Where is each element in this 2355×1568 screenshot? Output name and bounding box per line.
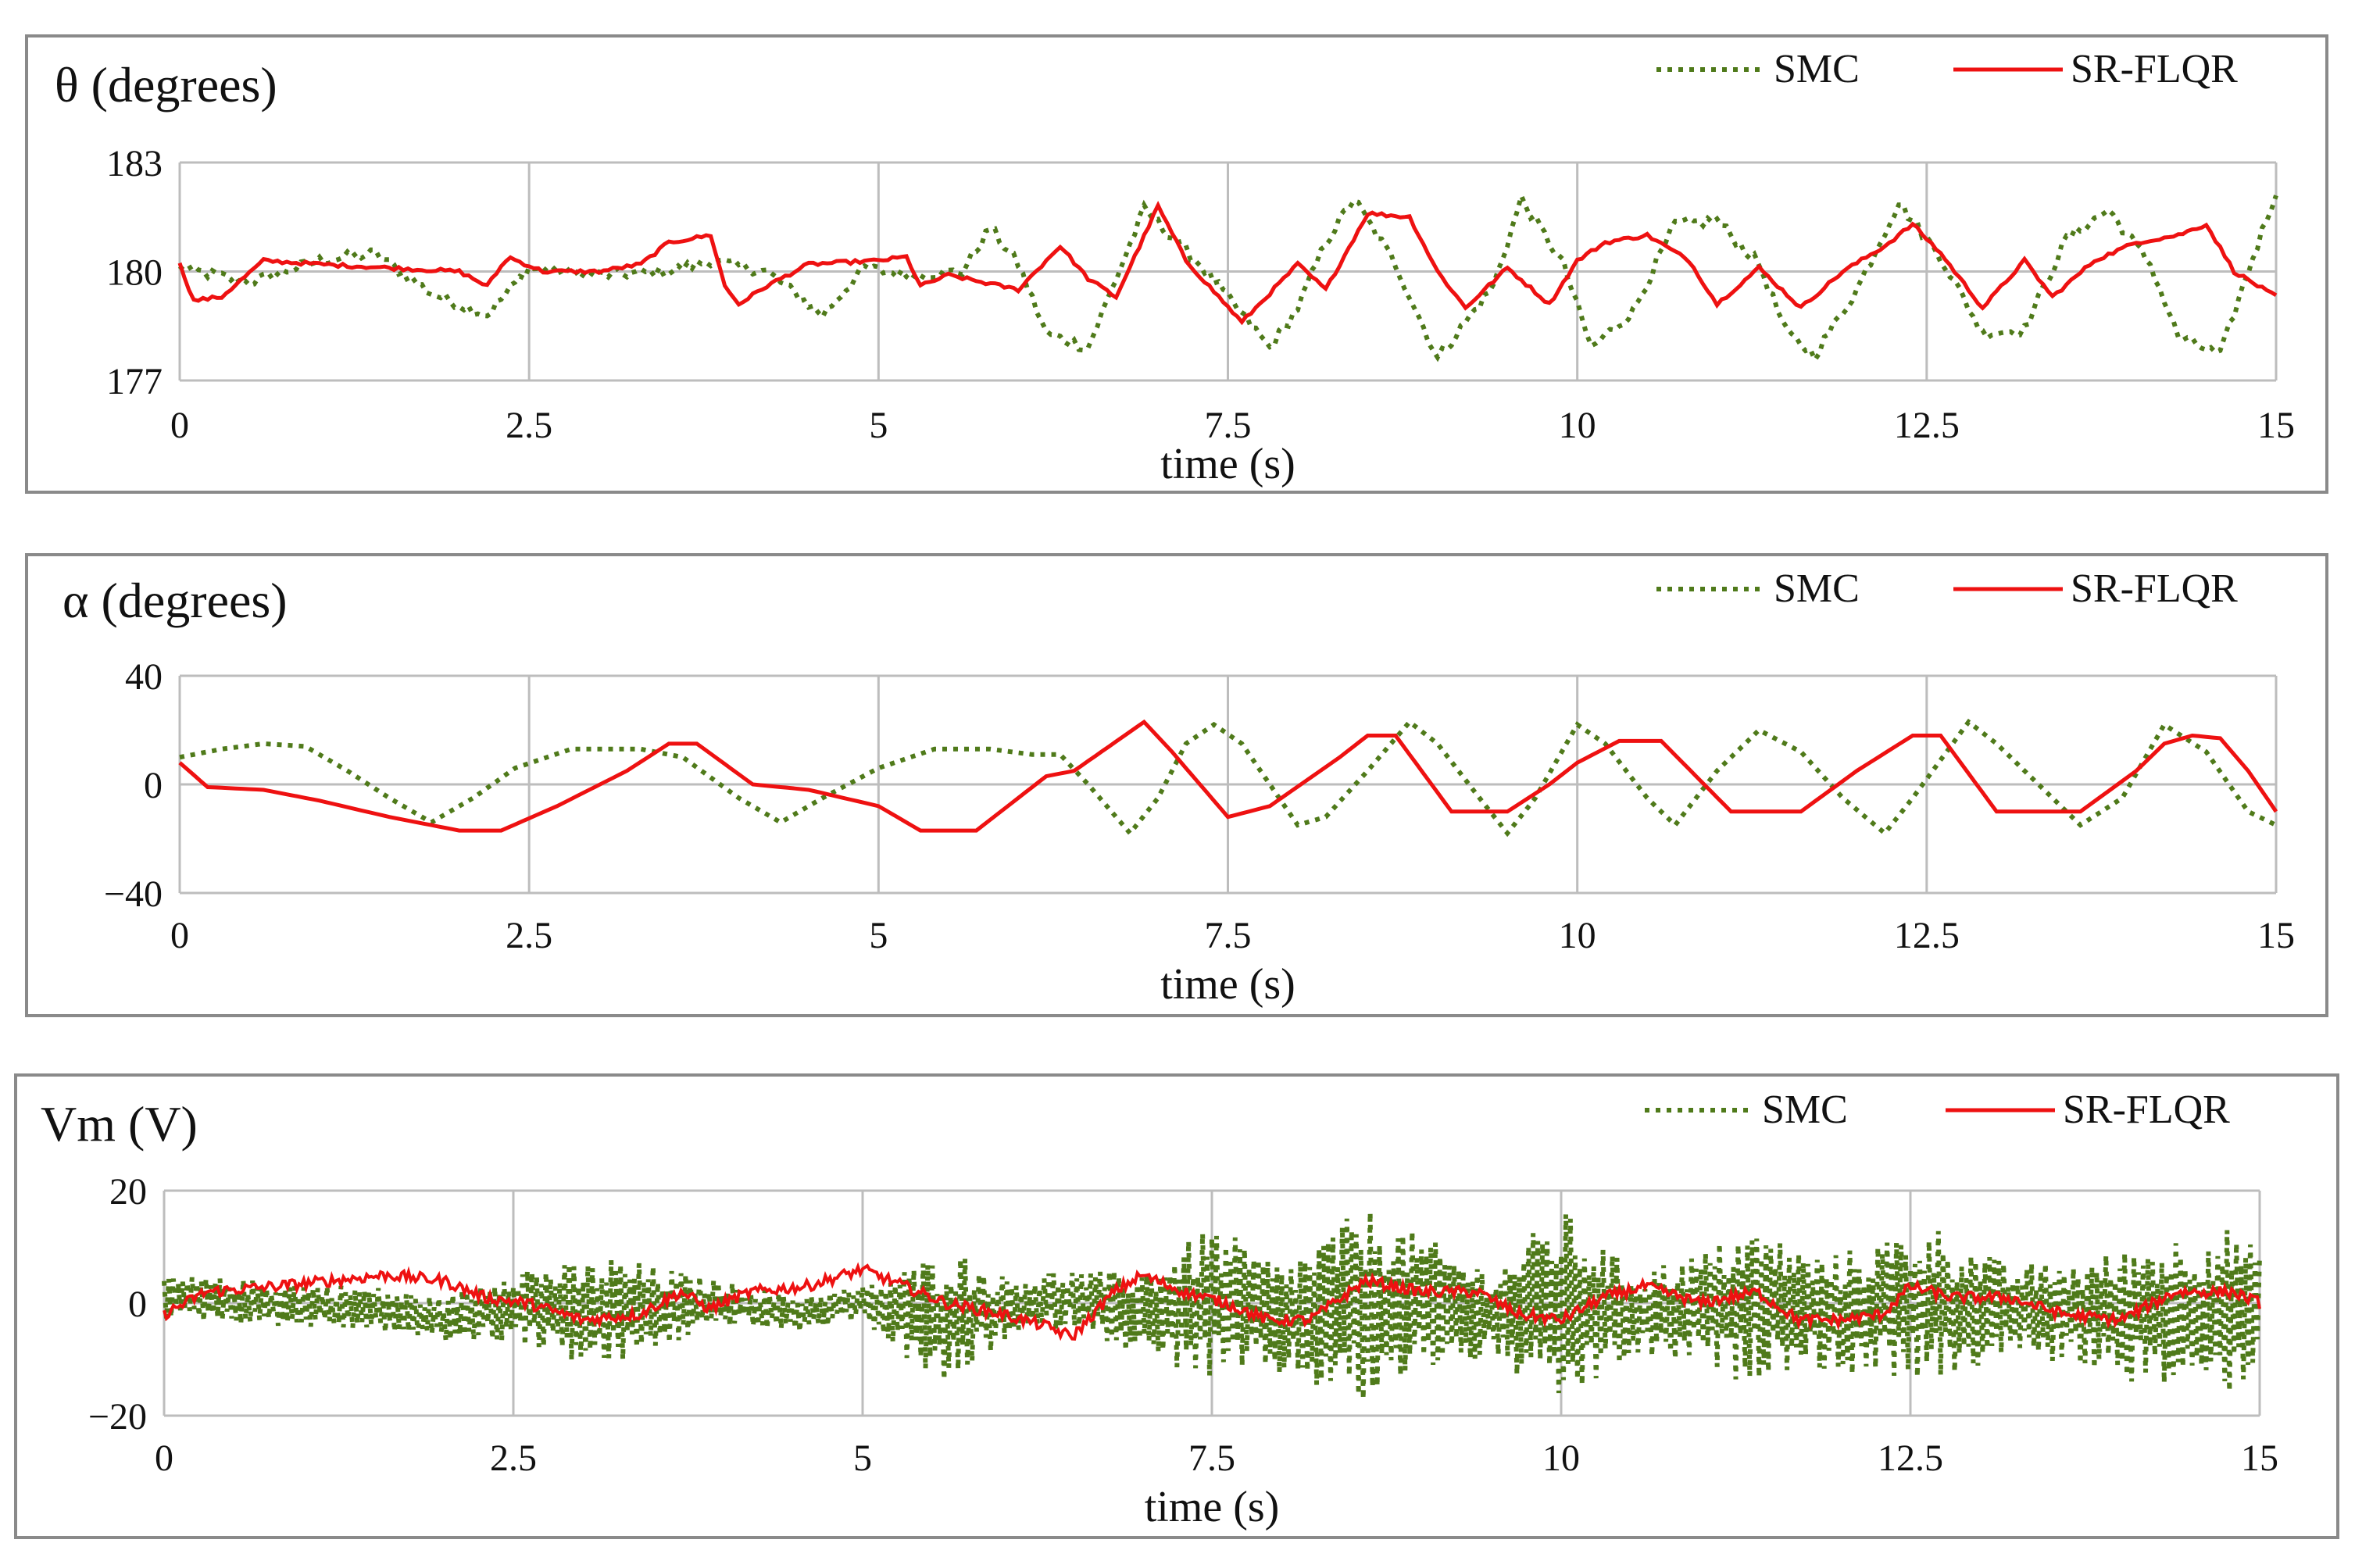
x-tick-label: 15 bbox=[2241, 1438, 2278, 1479]
panel-frame bbox=[25, 34, 2328, 494]
x-tick-label: 0 bbox=[170, 915, 189, 956]
x-tick-label: 7.5 bbox=[1205, 405, 1252, 446]
y-tick-label: 0 bbox=[144, 765, 163, 806]
y-tick-label: −40 bbox=[104, 873, 163, 915]
x-tick-label: 0 bbox=[155, 1438, 173, 1479]
legend-label-sr-flqr: SR-FLQR bbox=[2063, 1088, 2230, 1132]
x-axis-label: time (s) bbox=[1145, 1483, 1280, 1531]
x-tick-label: 0 bbox=[170, 405, 189, 446]
y-tick-label: −20 bbox=[88, 1396, 147, 1438]
x-tick-label: 15 bbox=[2257, 405, 2295, 446]
x-axis-label: time (s) bbox=[1160, 960, 1295, 1009]
legend-label-sr-flqr: SR-FLQR bbox=[2071, 566, 2238, 611]
x-tick-label: 2.5 bbox=[506, 915, 552, 956]
legend: SMC SR-FLQR bbox=[1645, 1088, 2230, 1132]
x-tick-label: 10 bbox=[1542, 1438, 1580, 1479]
legend: SMC SR-FLQR bbox=[1656, 47, 2238, 91]
y-tick-label: 177 bbox=[106, 361, 163, 402]
x-tick-label: 5 bbox=[853, 1438, 872, 1479]
chart-title: α (degrees) bbox=[63, 573, 288, 628]
chart-title: Vm (V) bbox=[41, 1096, 198, 1152]
x-tick-label: 2.5 bbox=[506, 405, 552, 446]
legend: SMC SR-FLQR bbox=[1656, 566, 2238, 611]
chart-panel-2: 400−400 2.5 5 7.5 10 12.5 15α (degrees)time (s… bbox=[25, 553, 2328, 1017]
series-line-sr-flqr bbox=[178, 719, 2278, 833]
x-tick-label: 5 bbox=[869, 405, 888, 446]
chart-title: θ (degrees) bbox=[55, 57, 277, 113]
y-tick-label: 20 bbox=[109, 1171, 147, 1213]
x-axis-label: time (s) bbox=[1160, 440, 1295, 488]
legend-label-sr-flqr: SR-FLQR bbox=[2071, 47, 2238, 91]
y-tick-label: 0 bbox=[128, 1284, 147, 1325]
x-tick-label: 10 bbox=[1559, 405, 1596, 446]
x-tick-label: 10 bbox=[1559, 915, 1596, 956]
legend-label-smc: SMC bbox=[1774, 47, 1860, 91]
y-tick-label: 180 bbox=[106, 252, 163, 294]
x-tick-label: 5 bbox=[869, 915, 888, 956]
y-tick-label: 183 bbox=[106, 143, 163, 184]
legend-label-smc: SMC bbox=[1762, 1088, 1848, 1132]
y-tick-label: 40 bbox=[125, 656, 163, 698]
x-tick-label: 12.5 bbox=[1878, 1438, 1943, 1479]
series-line-sr-flqr bbox=[177, 200, 2278, 326]
x-tick-label: 15 bbox=[2257, 915, 2295, 956]
legend-label-smc: SMC bbox=[1774, 566, 1860, 611]
series-line-sr-flqr bbox=[163, 1262, 2261, 1341]
x-tick-label: 2.5 bbox=[490, 1438, 537, 1479]
x-tick-label: 7.5 bbox=[1205, 915, 1252, 956]
x-tick-label: 7.5 bbox=[1188, 1438, 1235, 1479]
x-tick-label: 12.5 bbox=[1894, 405, 1960, 446]
x-tick-label: 12.5 bbox=[1894, 915, 1960, 956]
